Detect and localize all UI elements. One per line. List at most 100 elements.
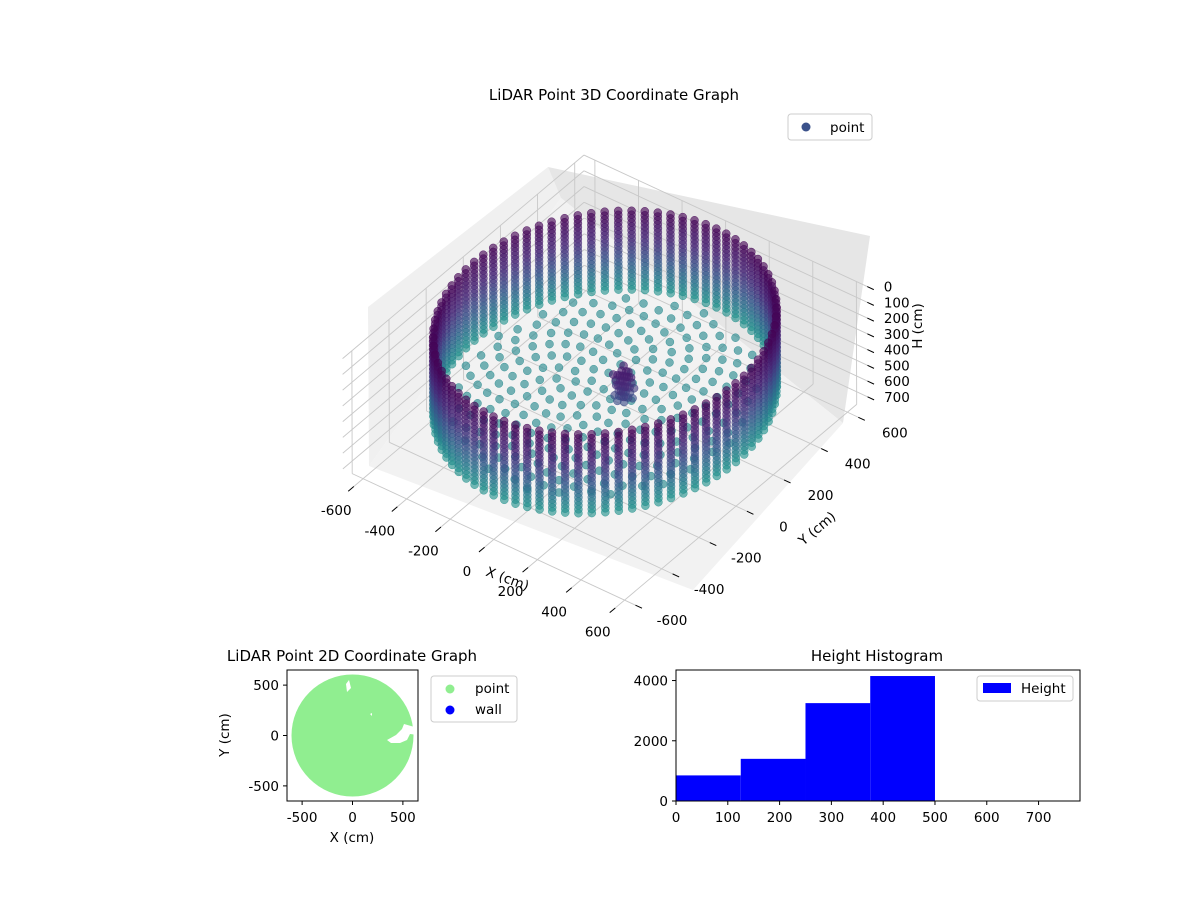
ztick-3d	[867, 333, 875, 338]
point-3d	[604, 418, 613, 428]
point-3d	[552, 374, 561, 383]
point-3d	[671, 374, 681, 383]
point-3d	[500, 362, 509, 372]
point-3d	[568, 298, 578, 307]
point-3d	[560, 292, 570, 302]
xtick-3d	[609, 607, 616, 614]
point-3d	[658, 368, 667, 377]
point-3d	[587, 287, 596, 297]
ytick-3d	[820, 448, 828, 453]
point-3d	[592, 401, 601, 410]
ztick-label-3d: 200	[884, 311, 910, 327]
point-3d	[547, 507, 557, 516]
point-3d	[479, 329, 488, 338]
zlabel-3d: H (cm)	[910, 303, 926, 349]
legend-2d-point-label: point	[475, 681, 509, 697]
xtick-label-3d: -600	[321, 503, 352, 519]
ztick-label-3d: 300	[884, 327, 910, 343]
xtick-label-3d: -200	[408, 544, 439, 560]
ytick-3d	[858, 416, 866, 421]
point-3d	[485, 370, 495, 380]
point-3d	[558, 307, 568, 317]
point-3d	[538, 310, 548, 319]
point-3d	[520, 379, 529, 389]
point-3d	[601, 507, 610, 517]
point-3d	[699, 309, 709, 318]
point-3d	[508, 371, 517, 381]
point-3d	[462, 474, 471, 483]
point-3d	[547, 351, 556, 360]
histogram-bars	[676, 676, 935, 801]
frame-hist	[675, 669, 1081, 802]
point-3d	[547, 296, 557, 305]
point-3d	[640, 285, 650, 295]
ticks-2d: -500 0 500 500 0 -500	[248, 678, 415, 826]
point-3d	[554, 363, 564, 372]
gap-2d-2	[370, 713, 372, 716]
point-3d	[510, 310, 520, 319]
ytick-label-3d: -600	[657, 613, 688, 629]
xtick-label-hist: 300	[818, 810, 844, 826]
point-3d	[639, 311, 649, 321]
point-3d	[495, 352, 504, 362]
point-3d	[648, 344, 658, 354]
xtick-label-hist: 200	[767, 810, 793, 826]
point-3d	[493, 342, 502, 352]
point-3d	[639, 389, 649, 398]
point-3d	[567, 391, 577, 400]
point-3d	[573, 289, 583, 299]
point-3d	[653, 287, 663, 296]
point-3d	[722, 465, 731, 474]
point-3d	[537, 386, 547, 396]
panel-histogram: Height Histogram 0 100 200 300 400 500 600 7000…	[634, 647, 1081, 826]
point-3d	[482, 388, 492, 397]
ztick-3d	[867, 301, 875, 306]
point-3d	[563, 328, 573, 337]
xtick-3d	[435, 526, 442, 533]
point-3d	[612, 313, 621, 323]
xtick-label-hist: 700	[1026, 810, 1052, 826]
point-3d	[574, 508, 583, 518]
point-3d	[614, 506, 624, 515]
ticks-hist: 0 100 200 300 400 500 600 700 0 2000 4000	[634, 674, 1052, 826]
point-3d	[702, 342, 711, 352]
point-3d	[530, 402, 539, 411]
point-3d	[511, 499, 520, 508]
point-3d	[570, 366, 580, 376]
ztick-3d	[867, 380, 875, 385]
panel-2d-scatter: LiDAR Point 2D Coordinate Graph -500 0 500…	[217, 647, 518, 846]
ztick-label-3d: 600	[884, 374, 910, 390]
point-3d	[692, 320, 702, 330]
point-3d	[714, 366, 724, 376]
point-3d	[654, 306, 663, 315]
ytick-label-3d: -200	[731, 551, 762, 567]
xtick-label-2d: -500	[287, 810, 318, 826]
title-3d: LiDAR Point 3D Coordinate Graph	[489, 86, 739, 104]
point-3d	[747, 442, 756, 451]
point-3d	[562, 352, 572, 361]
point-3d	[698, 364, 708, 374]
xtick-label-3d: 0	[463, 564, 472, 580]
point-3d	[690, 483, 700, 493]
point-3d	[556, 412, 565, 421]
ztick-3d	[867, 364, 875, 369]
legend-hist: Height	[976, 675, 1074, 702]
point-3d	[624, 305, 634, 315]
xtick-3d	[522, 567, 529, 573]
ylabel-3d: Y (cm)	[795, 509, 839, 550]
xlabel-2d: X (cm)	[330, 830, 375, 846]
point-3d	[699, 331, 708, 341]
point-3d	[701, 478, 711, 487]
point-3d	[709, 319, 718, 329]
xtick-label-3d: 600	[585, 625, 611, 641]
point-cloud-3d	[428, 206, 782, 518]
legend-2d-point-marker	[445, 684, 455, 694]
ytick-label-2d: 0	[270, 729, 279, 745]
point-3d	[577, 356, 586, 366]
point-3d	[480, 361, 489, 370]
legend-3d-label: point	[830, 120, 864, 136]
point-3d	[631, 355, 641, 365]
histogram-bar	[805, 703, 871, 801]
point-3d	[670, 301, 679, 311]
point-3d	[470, 480, 479, 489]
